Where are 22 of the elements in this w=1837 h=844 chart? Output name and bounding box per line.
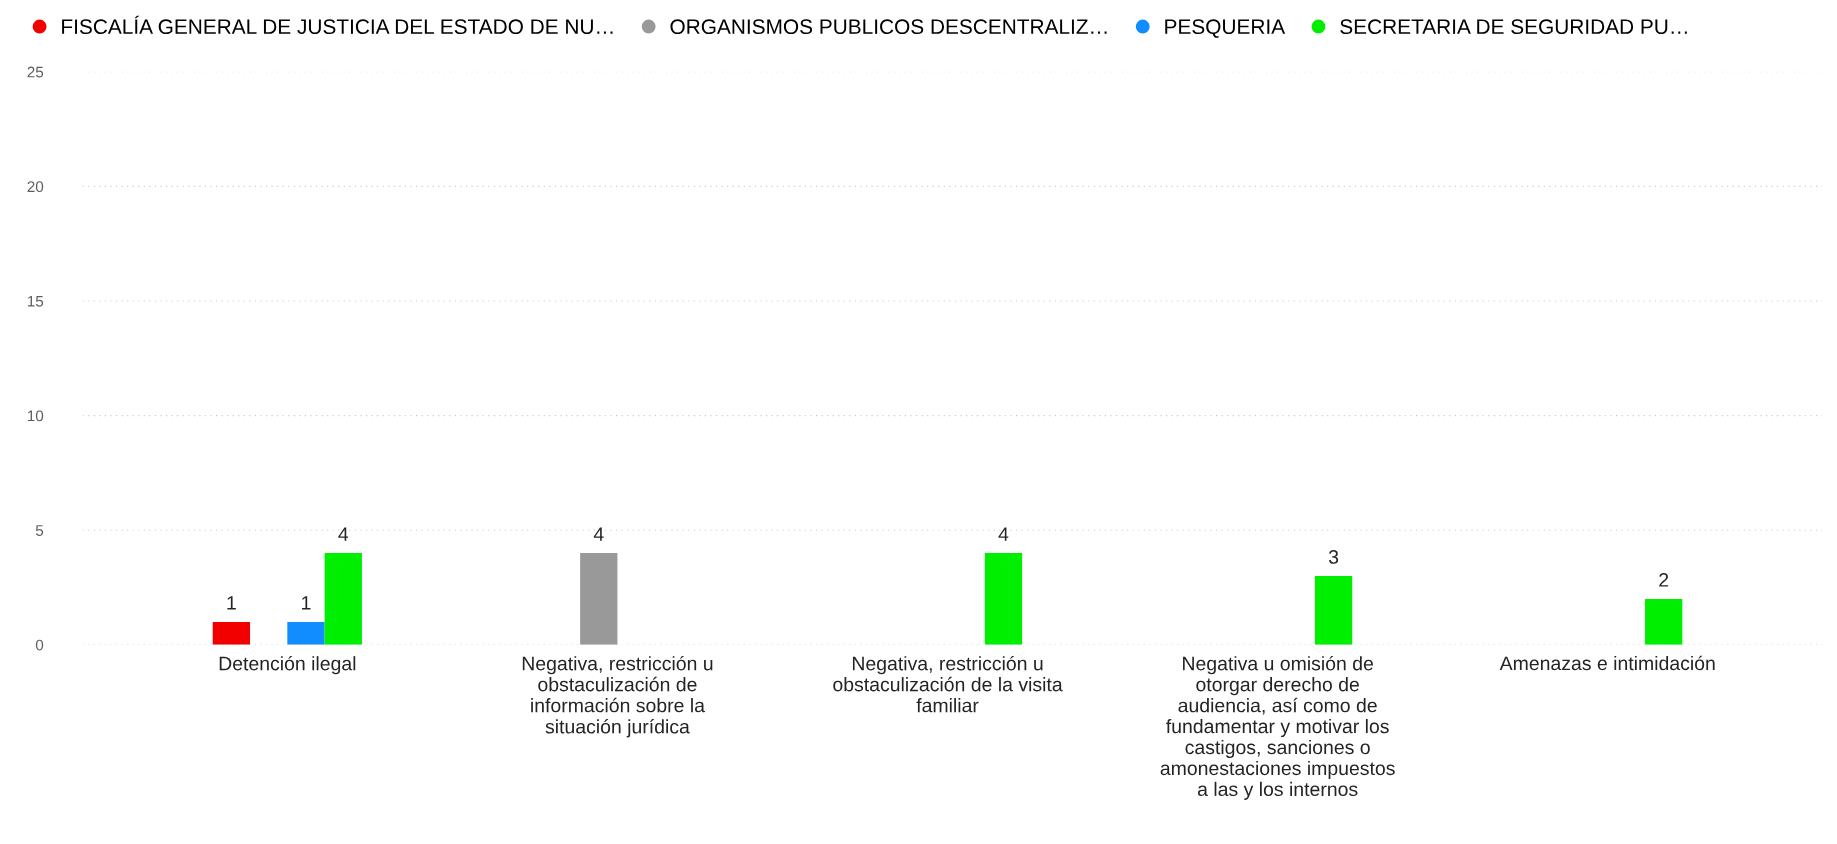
y-tick-label: 20: [27, 181, 44, 193]
y-tick-label: 0: [35, 639, 44, 651]
x-tick-label: Amenazas e intimidación: [1499, 655, 1715, 671]
y-tick-label: 15: [27, 296, 44, 307]
y-tick-label: 5: [35, 525, 44, 536]
legend-label: PESQUERIA: [1165, 19, 1286, 38]
data-label: 1: [302, 596, 311, 610]
x-tick-label: Negativa, restricción u obstaculización de información sobre la situación jurídica: [522, 655, 713, 738]
x-tick-label: Detención ilegal: [219, 655, 356, 675]
x-tick-label: Negativa u omisión de otorgar derecho de audiencia, así como de fundamentar y motivar los castigos, sanciones o amonestaciones impuestos a las y los internos: [1160, 655, 1395, 800]
legend-label: ORGANISMOS PUBLICOS DESCENTRALIZ…: [670, 19, 1107, 35]
x-tick-label: Negativa, restricción u obstaculización de la visita familiar: [833, 655, 1063, 713]
legend-label: SECRETARIA DE SEGURIDAD PU…: [1340, 19, 1687, 35]
data-label: 1: [227, 596, 236, 610]
y-tick-label: 10: [27, 410, 44, 422]
data-label: 3: [1328, 550, 1339, 564]
data-label: 4: [593, 527, 604, 541]
data-label: 4: [338, 527, 349, 541]
data-label: 4: [998, 527, 1009, 541]
legend-label: FISCALÍA GENERAL DE JUSTICIA DEL ESTADO DE NU…: [62, 15, 613, 35]
data-label: 2: [1659, 573, 1669, 587]
y-tick-label: 25: [27, 66, 44, 78]
